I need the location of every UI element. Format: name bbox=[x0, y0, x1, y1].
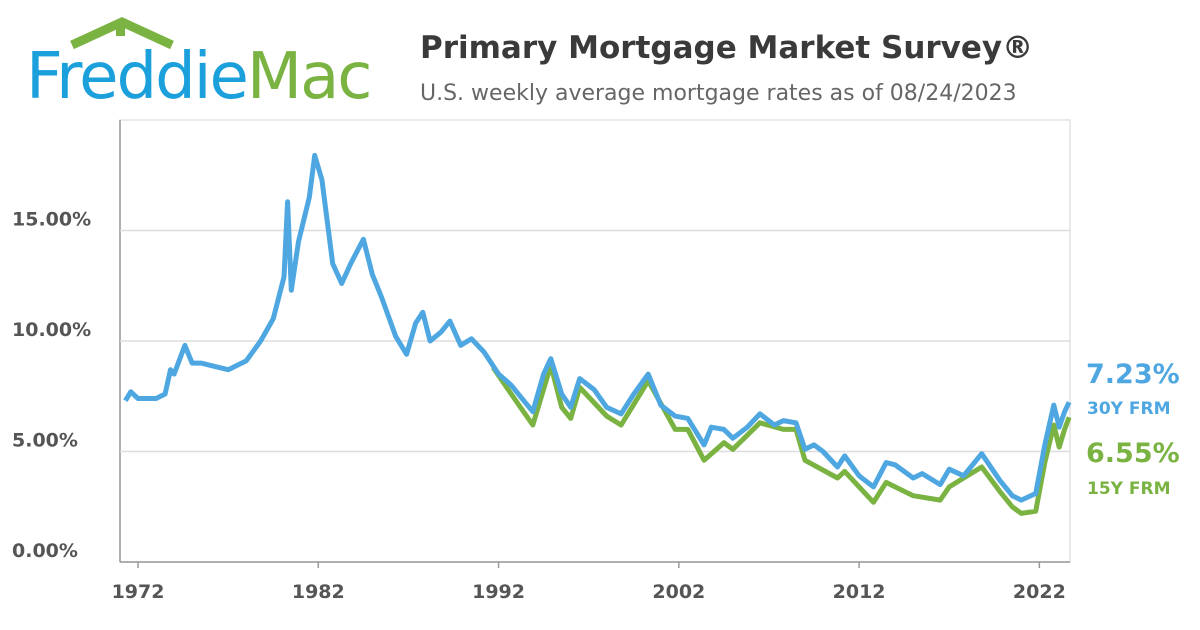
value-label: 7.23% bbox=[1086, 359, 1180, 390]
series-line bbox=[491, 362, 1072, 516]
series-line bbox=[123, 152, 1072, 503]
value-label: 6.55% bbox=[1086, 438, 1180, 469]
y-tick-label: 5.00% bbox=[12, 430, 78, 452]
x-tick-label: 2012 bbox=[833, 581, 886, 603]
y-tick-label: 15.00% bbox=[12, 209, 91, 231]
logo-chimney bbox=[116, 22, 125, 36]
x-tick-label: 2022 bbox=[1013, 581, 1066, 603]
chart-title: Primary Mortgage Market Survey® bbox=[420, 30, 1033, 66]
x-tick-label: 2002 bbox=[652, 581, 705, 603]
x-tick-label: 1982 bbox=[292, 581, 345, 603]
y-tick-label: 10.00% bbox=[12, 319, 91, 341]
chart-subtitle: U.S. weekly average mortgage rates as of… bbox=[420, 81, 1017, 106]
y-tick-label: 0.00% bbox=[12, 540, 78, 562]
logo-part: Freddie bbox=[26, 40, 247, 114]
x-tick-label: 1972 bbox=[112, 581, 165, 603]
legend-label: 30Y FRM bbox=[1087, 399, 1171, 419]
logo: FreddieMac bbox=[26, 40, 370, 114]
logo-part: Mac bbox=[247, 40, 371, 114]
legend-label: 15Y FRM bbox=[1087, 479, 1171, 499]
x-tick-label: 1992 bbox=[472, 581, 525, 603]
